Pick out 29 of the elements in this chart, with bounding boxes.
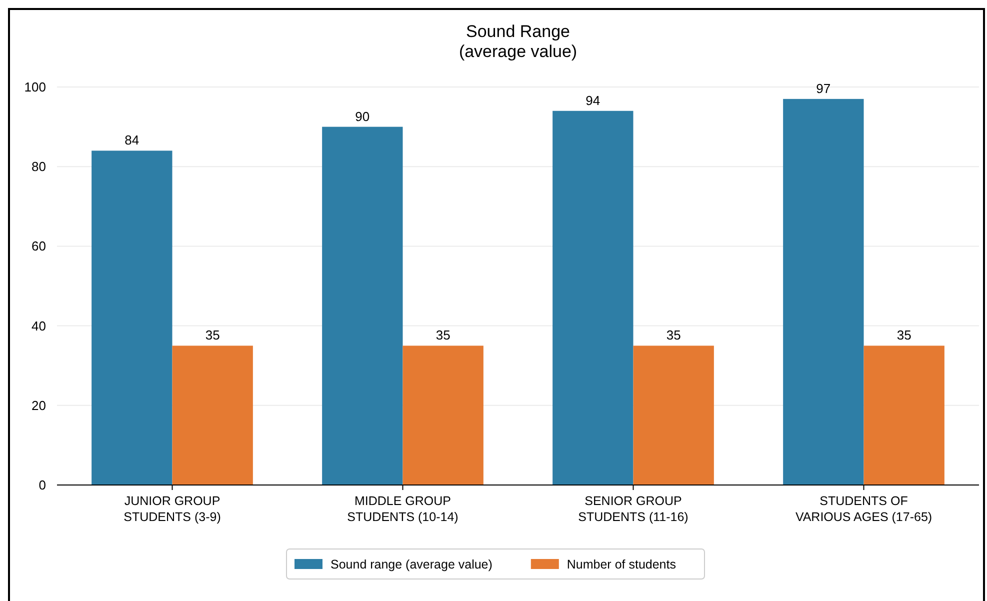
y-tick-label: 100 [24,80,46,94]
y-tick-label: 0 [38,478,46,492]
data-label: 35 [436,328,450,343]
legend-label: Number of students [566,558,676,572]
bar [402,346,484,485]
legend-label: Sound range (average value) [330,558,492,572]
x-tick-label: SENIOR GROUP STUDENTS (11-16) [578,494,688,524]
bar [864,346,944,485]
bar [633,346,714,485]
bar [172,346,253,485]
y-tick-label: 60 [32,238,46,254]
bar [783,98,864,485]
bar [92,150,172,485]
x-tick-label: JUNIOR GROUP STUDENTS (3-9) [124,494,221,524]
x-tick-label: MIDDLE GROUP STUDENTS (10-14) [347,494,458,524]
data-label: 84 [124,132,140,148]
bar [552,110,634,485]
y-tick-label: 80 [32,159,46,174]
data-label: 90 [355,108,370,124]
data-label: 97 [816,80,831,96]
x-tick-label: STUDENTS OF VARIOUS AGES (17-65) [795,494,932,524]
y-tick-label: 40 [32,318,46,334]
chart-title: Sound Range (average value) [458,22,578,61]
data-label: 35 [205,328,220,343]
bar [322,126,403,485]
data-label: 94 [586,92,600,108]
data-label: 35 [896,328,912,343]
y-tick-label: 20 [32,398,46,413]
data-label: 35 [666,328,681,343]
